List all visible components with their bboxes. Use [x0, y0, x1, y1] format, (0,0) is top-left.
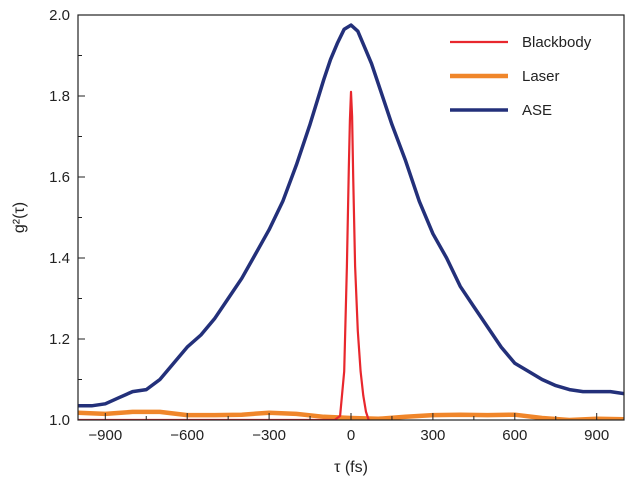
y-tick-label: 1.2: [49, 331, 70, 348]
legend-label-laser: Laser: [522, 68, 560, 85]
x-tick-label: 600: [502, 427, 527, 444]
x-tick-label: 300: [420, 427, 445, 444]
x-tick-label: 900: [584, 427, 609, 444]
y-axis-ticks: 1.0 1.2 1.4 1.6 1.8 2.0: [49, 7, 85, 429]
series-line-ase: [78, 23, 624, 408]
y-tick-label: 1.0: [49, 412, 70, 429]
x-tick-label: −900: [88, 427, 122, 444]
x-tick-label: 0: [347, 427, 355, 444]
x-tick-label: −600: [170, 427, 204, 444]
y-tick-label: 1.6: [49, 169, 70, 186]
legend-label-ase: ASE: [522, 102, 552, 119]
series-line-blackbody: [78, 90, 370, 420]
legend: Blackbody Laser ASE: [450, 34, 592, 119]
x-axis-ticks: −900 −600 −300 0 300 600 900: [88, 413, 609, 444]
y-tick-label: 2.0: [49, 7, 70, 24]
y-tick-label: 1.8: [49, 88, 70, 105]
y-axis-label: g²(τ): [11, 202, 28, 233]
legend-label-blackbody: Blackbody: [522, 34, 592, 51]
y-tick-label: 1.4: [49, 250, 70, 267]
x-axis-label: τ (fs): [334, 459, 368, 476]
x-tick-label: −300: [252, 427, 286, 444]
